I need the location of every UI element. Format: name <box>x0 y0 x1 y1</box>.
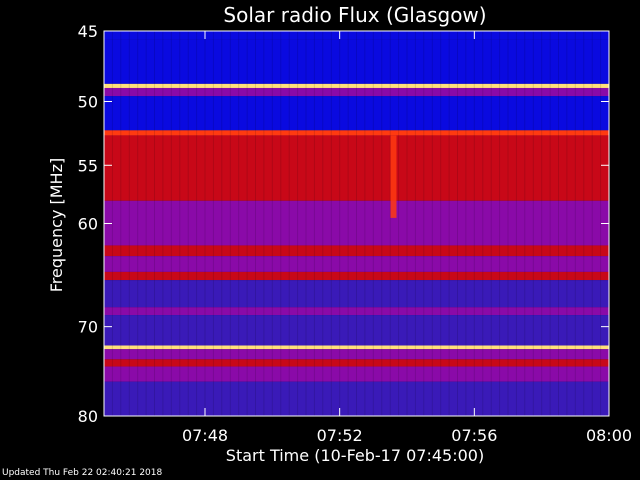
y-tick-label: 70 <box>78 318 98 337</box>
heatmap-band <box>104 345 609 350</box>
heatmap-band <box>104 366 609 382</box>
y-axis-ticks: 45 50 55 60 70 80 <box>78 22 609 426</box>
y-tick-label: 60 <box>78 215 98 234</box>
heatmap-band <box>104 307 609 316</box>
heatmap-band <box>104 39 609 84</box>
heatmap-band <box>104 96 609 131</box>
heatmap-band <box>104 349 609 360</box>
heatmap-band <box>104 280 609 308</box>
y-tick-label: 50 <box>78 93 98 112</box>
x-tick-label: 07:52 <box>317 426 363 445</box>
heatmap-band <box>104 359 609 367</box>
heatmap-band <box>104 87 609 97</box>
x-tick-label: 07:48 <box>182 426 228 445</box>
x-axis-ticks: 07:48 07:52 07:56 08:00 <box>182 31 632 445</box>
x-tick-label: 07:56 <box>451 426 497 445</box>
y-tick-label: 45 <box>78 22 98 41</box>
updated-timestamp: Updated Thu Feb 22 02:40:21 2018 <box>2 468 163 478</box>
heatmap-band <box>104 130 609 136</box>
heatmap-band <box>104 315 609 346</box>
y-tick-label: 80 <box>78 407 98 426</box>
heatmap-band <box>104 31 609 40</box>
x-axis-label: Start Time (10-Feb-17 07:45:00) <box>226 446 484 465</box>
plot-area <box>103 30 610 417</box>
y-axis-label: Frequency [MHz] <box>47 158 66 292</box>
y-tick-label: 55 <box>78 156 98 175</box>
heatmap-band <box>104 381 609 416</box>
burst-event <box>390 135 397 218</box>
chart-title: Solar radio Flux (Glasgow) <box>223 3 486 27</box>
heatmap-band <box>104 83 609 88</box>
heatmap-band <box>104 271 609 281</box>
heatmap-band <box>104 135 609 201</box>
x-tick-label: 08:00 <box>586 426 632 445</box>
heatmap-band <box>104 256 609 272</box>
heatmap-band <box>104 200 609 246</box>
heatmap-band <box>104 245 609 257</box>
